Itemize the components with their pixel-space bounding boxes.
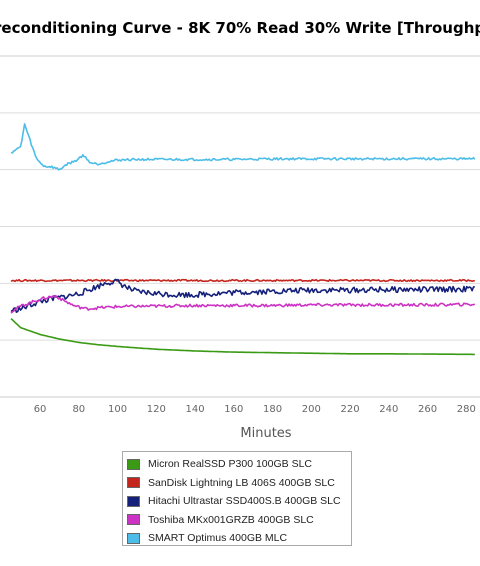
legend-label: Toshiba MKx001GRZB 400GB SLC [148, 513, 314, 526]
legend-label: SMART Optimus 400GB MLC [148, 532, 288, 545]
legend-item: SanDisk Lightning LB 406S 400GB SLC [127, 474, 347, 493]
x-tick-label-200: 200 [302, 404, 321, 415]
x-tick-label-60: 60 [34, 404, 47, 415]
legend-item: Micron RealSSD P300 100GB SLC [127, 455, 347, 474]
legend-label: Hitachi Ultrastar SSD400S.B 400GB SLC [148, 495, 341, 508]
chart-title: reconditioning Curve - 8K 70% Read 30% W… [0, 19, 480, 37]
legend-swatch [127, 477, 140, 489]
legend-label: SanDisk Lightning LB 406S 400GB SLC [148, 476, 335, 489]
x-axis-ticks: 60 80 100 120 140 160 180 200 220 240 260 280 [34, 404, 476, 415]
x-tick-label-160: 160 [224, 404, 243, 415]
legend-item: Toshiba MKx001GRZB 400GB SLC [127, 511, 347, 530]
legend-swatch [127, 514, 140, 526]
series-lines [10, 123, 476, 356]
series-line-5 [10, 123, 476, 171]
grid-lines [0, 112, 480, 341]
series-line-1 [10, 317, 475, 356]
line-chart: 60 80 100 120 140 160 180 200 220 240 260 280 Minut… [0, 55, 480, 441]
x-axis-label: Minutes [240, 426, 291, 441]
x-tick-label-100: 100 [108, 404, 127, 415]
legend-swatch [127, 458, 140, 470]
legend-swatch [127, 532, 140, 544]
legend-item: SMART Optimus 400GB MLC [127, 529, 347, 548]
x-tick-label-180: 180 [263, 404, 282, 415]
series-line-2 [10, 278, 475, 283]
legend-item: Hitachi Ultrastar SSD400S.B 400GB SLC [127, 492, 347, 511]
x-tick-label-80: 80 [72, 404, 85, 415]
x-tick-label-220: 220 [341, 404, 360, 415]
legend-label: Micron RealSSD P300 100GB SLC [148, 458, 312, 471]
x-tick-label-140: 140 [186, 404, 205, 415]
legend: Micron RealSSD P300 100GB SLC SanDisk Lig… [122, 451, 352, 546]
series-line-3 [10, 278, 476, 313]
x-tick-label-260: 260 [418, 404, 437, 415]
legend-swatch [127, 495, 140, 507]
series-line-4 [10, 294, 476, 314]
x-tick-label-280: 280 [457, 404, 476, 415]
x-tick-label-240: 240 [379, 404, 398, 415]
x-tick-label-120: 120 [147, 404, 166, 415]
